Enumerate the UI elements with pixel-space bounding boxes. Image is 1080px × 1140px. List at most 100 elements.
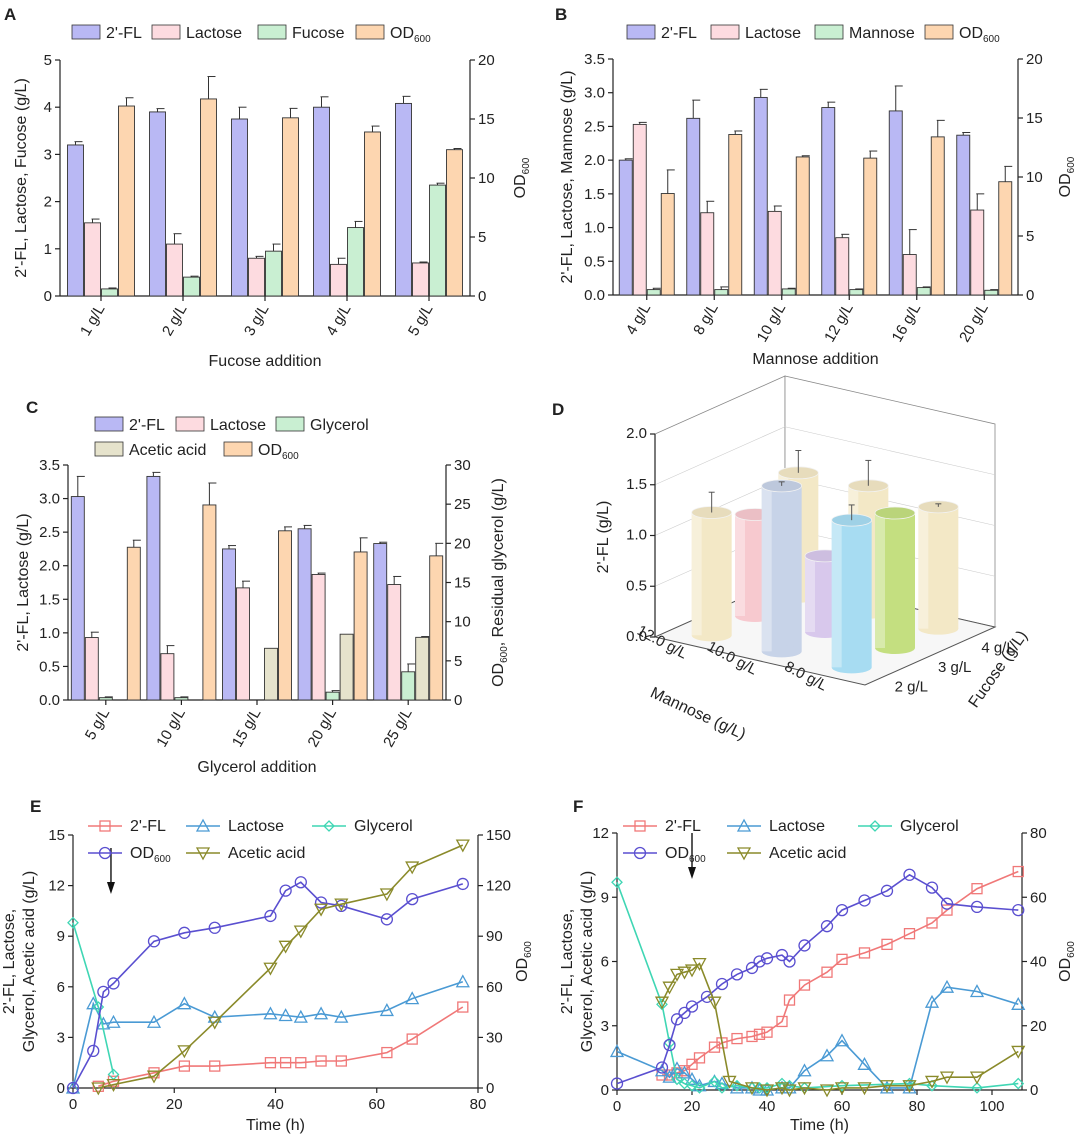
panel-label: C xyxy=(26,398,38,417)
legend-marker-acetic-acid xyxy=(195,847,211,861)
bar-od xyxy=(998,181,1013,296)
bar-acetic-acid xyxy=(415,636,430,701)
x-axis-title: Fucose addition xyxy=(209,353,322,370)
bar-od xyxy=(446,149,463,297)
point-od xyxy=(835,903,849,917)
legend-swatch-od xyxy=(223,441,253,457)
y-tick-label-left: 2.5 xyxy=(39,524,60,541)
bar-lactose xyxy=(970,209,985,296)
point-od xyxy=(715,977,729,991)
point-2-fl xyxy=(406,1033,418,1045)
legend-marker-od xyxy=(98,846,112,860)
point-od xyxy=(456,877,469,891)
legend-marker-glycerol xyxy=(323,820,335,832)
bar3d-bottom xyxy=(918,622,959,635)
feed-arrow-head xyxy=(688,867,696,879)
y-tick-label-left: 0.5 xyxy=(584,253,605,270)
point-2-fl xyxy=(746,1030,758,1043)
y-tick-label-right: 20 xyxy=(1026,51,1043,68)
bar-fucose xyxy=(347,227,364,297)
point-glycerol xyxy=(836,1079,848,1092)
y-axis-title-left: 2'-FL, Lactose, Fucose (g/L) xyxy=(13,78,30,278)
y-tick-label-left: 3.5 xyxy=(584,51,605,68)
legend-marker-od xyxy=(633,846,647,860)
legend-swatch-glycerol xyxy=(275,416,305,432)
point-2-fl xyxy=(315,1055,327,1067)
bar-2-fl xyxy=(231,118,248,297)
point-lactose xyxy=(654,1063,670,1077)
point-2-fl xyxy=(753,1028,766,1040)
legend-marker-lactose xyxy=(195,818,211,832)
z-tick-label: 1.5 xyxy=(626,476,647,493)
bar-2-fl xyxy=(686,117,701,296)
legend-swatch-lactose xyxy=(175,416,205,432)
point-lactose xyxy=(86,996,101,1010)
point-od xyxy=(820,920,834,933)
bar-mannose xyxy=(646,289,661,296)
point-glycerol xyxy=(693,1081,706,1094)
x-tick-label: 3 g/L xyxy=(241,302,272,339)
bar-lactose xyxy=(84,222,101,297)
point-od xyxy=(66,1081,80,1095)
point-2-fl xyxy=(903,928,916,940)
point-od xyxy=(208,921,221,934)
point-od xyxy=(753,955,766,968)
y-tick-label-left: 9 xyxy=(57,928,65,945)
y-tick-label-left: 0.0 xyxy=(39,692,60,709)
point-od xyxy=(745,961,759,975)
point-acetic-acid xyxy=(797,1082,812,1096)
x-tick-label: 16 g/L xyxy=(889,301,925,346)
legend-swatch-od xyxy=(355,24,385,40)
point-od xyxy=(97,985,110,999)
bar-od xyxy=(728,134,743,296)
x-tick-label: 20 g/L xyxy=(304,706,340,751)
point-od xyxy=(798,939,811,952)
legend-swatch-2-fl xyxy=(71,24,101,40)
series-line-acetic-acid xyxy=(661,962,1019,1091)
panel-d: D0.00.51.01.52.02'-FL (g/L)12.0 g/L 10.0 … xyxy=(552,375,1031,743)
point-2-fl xyxy=(941,904,953,916)
y-tick-label-right: 0 xyxy=(1030,1082,1038,1099)
point-glycerol xyxy=(761,1081,773,1094)
x-tick-label: 20 g/L xyxy=(956,301,992,346)
point-glycerol xyxy=(1012,1077,1025,1090)
bar-lactose xyxy=(700,212,715,296)
bar-lactose xyxy=(160,653,175,701)
x-tick-label: 20 xyxy=(166,1096,183,1113)
bar-fucose xyxy=(183,276,200,297)
y-axis-title-right: OD600 xyxy=(1057,156,1077,197)
bar-2-fl xyxy=(313,106,330,297)
bar-2-fl xyxy=(297,528,312,701)
point-acetic-acid xyxy=(857,1082,872,1096)
legend-label-fucose: Fucose xyxy=(292,25,345,42)
bar-od xyxy=(278,530,292,701)
point-acetic-acid xyxy=(334,898,349,912)
point-glycerol xyxy=(708,1075,721,1088)
legend-label-od: OD600 xyxy=(130,845,171,865)
bar-2-fl xyxy=(956,134,971,296)
bar3d-top xyxy=(874,506,916,520)
y-tick-label-right: 120 xyxy=(486,878,511,895)
point-glycerol xyxy=(67,916,79,929)
point-glycerol xyxy=(686,1079,698,1092)
bar-lactose xyxy=(767,210,782,296)
y-tick-label-right: 0 xyxy=(454,692,462,709)
point-2-fl xyxy=(708,1041,721,1053)
y-tick-label-left: 0 xyxy=(57,1080,65,1097)
point-glycerol xyxy=(671,1073,683,1086)
point-acetic-acid xyxy=(379,888,394,902)
point-acetic-acid xyxy=(677,966,692,980)
x-tick-label: 8 g/L xyxy=(690,301,721,338)
point-acetic-acid xyxy=(684,964,700,978)
legend-marker-lactose xyxy=(736,818,752,832)
point-lactose xyxy=(834,1033,850,1047)
bar-mannose xyxy=(984,289,999,296)
x-tick-label: 80 xyxy=(470,1096,487,1113)
legend-label-2-fl: 2'-FL xyxy=(665,818,701,835)
point-od xyxy=(783,955,796,968)
series-line-od xyxy=(616,873,1019,1085)
point-2-fl xyxy=(881,938,893,951)
series-line-acetic-acid xyxy=(98,844,464,1089)
y-tick-label-right: 5 xyxy=(1026,228,1034,245)
series-line-glycerol xyxy=(72,922,115,1075)
